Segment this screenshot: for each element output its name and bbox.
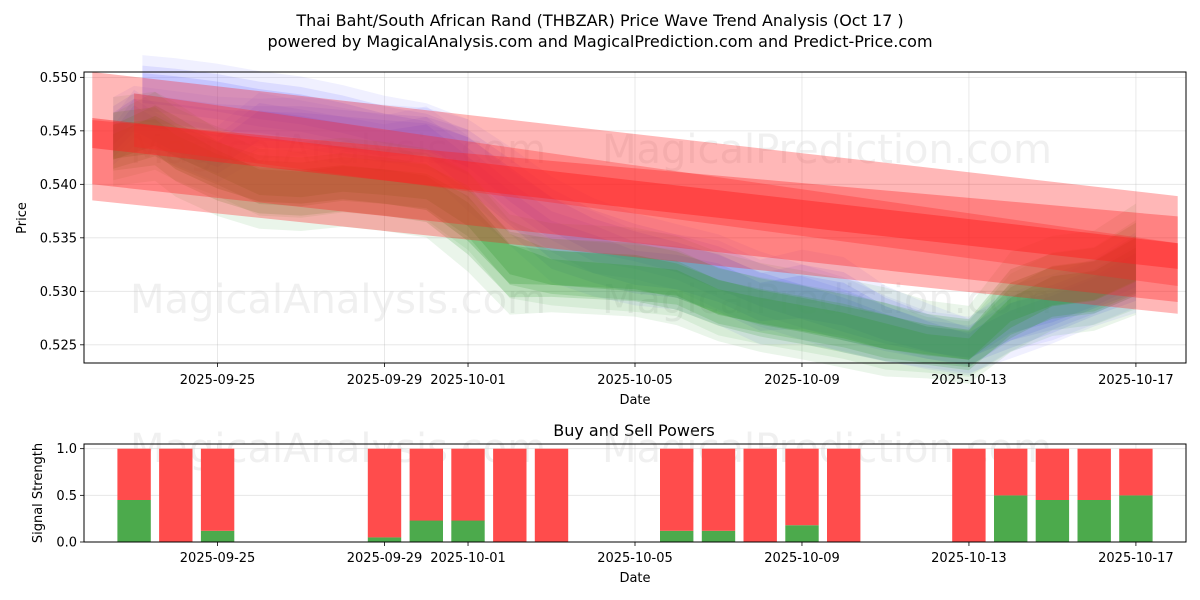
sell-bar bbox=[701, 448, 736, 531]
power-y-ticks: 0.0 0.5 1.0 bbox=[56, 442, 84, 551]
sell-bar bbox=[743, 448, 777, 542]
watermark-analysis-bottom: MagicalAnalysis.com bbox=[130, 277, 546, 323]
price-x-label: Date bbox=[619, 393, 650, 408]
blue-wave-band bbox=[113, 98, 1136, 358]
price-x-tick-label: 2025-10-17 bbox=[1098, 373, 1174, 388]
buy-bar bbox=[660, 530, 694, 542]
buy-bar bbox=[367, 537, 402, 542]
price-y-ticks: 0.525 0.530 0.535 0.540 0.545 0.550 bbox=[40, 71, 84, 353]
sell-bar bbox=[534, 448, 569, 542]
power-x-tick-label: 2025-10-17 bbox=[1098, 551, 1174, 566]
chart-title: Thai Baht/South African Rand (THBZAR) Pr… bbox=[295, 11, 903, 30]
power-title: Buy and Sell Powers bbox=[553, 421, 715, 440]
sell-bar bbox=[1035, 448, 1070, 500]
sell-bar bbox=[1077, 448, 1111, 500]
price-y-tick-label: 0.540 bbox=[40, 178, 77, 193]
price-panel: MagicalAnalysis.com MagicalPrediction.co… bbox=[15, 55, 1187, 408]
sell-bar bbox=[827, 448, 861, 542]
sell-bar bbox=[409, 448, 443, 521]
price-bands bbox=[92, 55, 1178, 384]
power-x-tick-label: 2025-09-25 bbox=[180, 551, 256, 566]
red-trend-band bbox=[92, 120, 1178, 302]
price-y-tick-label: 0.535 bbox=[40, 231, 77, 246]
watermark-prediction-top: MagicalPrediction.com bbox=[602, 127, 1052, 173]
sell-bar bbox=[1119, 448, 1153, 496]
blue-wave-band bbox=[113, 98, 1136, 367]
power-x-label: Date bbox=[619, 571, 650, 586]
power-y-tick-label: 0.0 bbox=[56, 536, 77, 551]
red-trend-band bbox=[134, 93, 1178, 287]
price-y-tick-label: 0.530 bbox=[40, 285, 77, 300]
price-x-ticks: 2025-09-25 2025-09-29 2025-10-01 2025-10-05… bbox=[180, 363, 1174, 388]
sell-bar bbox=[367, 448, 402, 538]
price-y-tick-label: 0.545 bbox=[40, 124, 77, 139]
price-y-tick-label: 0.550 bbox=[40, 71, 77, 86]
buy-bar bbox=[701, 530, 736, 542]
price-x-tick-label: 2025-10-09 bbox=[764, 373, 840, 388]
power-x-ticks: 2025-09-25 2025-09-29 2025-10-01 2025-10-05… bbox=[180, 542, 1174, 566]
price-x-tick-label: 2025-09-29 bbox=[347, 373, 423, 388]
sell-bar bbox=[660, 448, 694, 531]
green-wave-band bbox=[113, 91, 1136, 384]
price-grid bbox=[84, 72, 1186, 363]
buy-bar bbox=[1119, 495, 1153, 542]
sell-bar bbox=[451, 448, 485, 521]
buy-bar bbox=[451, 520, 485, 542]
blue-wave-band bbox=[142, 55, 468, 186]
blue-wave-band bbox=[113, 89, 1136, 376]
power-y-tick-label: 1.0 bbox=[56, 442, 77, 457]
chart-subtitle: powered by MagicalAnalysis.com and Magic… bbox=[267, 32, 932, 51]
buy-bar bbox=[994, 495, 1028, 542]
red-trend-band bbox=[92, 72, 1178, 314]
blue-wave-band bbox=[142, 73, 468, 168]
green-wave-band bbox=[113, 115, 1136, 360]
power-panel: Buy and Sell Powers MagicalAnalysis.com … bbox=[31, 421, 1187, 586]
buy-bar bbox=[117, 500, 151, 542]
green-wave-band bbox=[113, 107, 1136, 371]
blue-wave-band bbox=[113, 85, 1136, 374]
blue-wave-band bbox=[113, 93, 1136, 365]
green-wave-band bbox=[113, 119, 1136, 360]
power-bars bbox=[117, 448, 1153, 542]
price-x-tick-label: 2025-09-25 bbox=[180, 373, 256, 388]
power-y-tick-label: 0.5 bbox=[56, 489, 77, 504]
sell-bar bbox=[493, 448, 527, 542]
buy-bar bbox=[1035, 500, 1070, 542]
buy-bar bbox=[409, 520, 443, 542]
red-trend-band bbox=[92, 118, 1178, 269]
price-y-label: Price bbox=[15, 202, 30, 234]
green-wave-band bbox=[113, 91, 1136, 377]
price-plot-area bbox=[84, 72, 1186, 363]
power-x-tick-label: 2025-10-01 bbox=[430, 551, 506, 566]
watermark-analysis-top: MagicalAnalysis.com bbox=[130, 127, 546, 173]
sell-bar bbox=[159, 448, 193, 542]
sell-bar bbox=[994, 448, 1028, 496]
sell-bar bbox=[952, 448, 986, 542]
power-x-tick-label: 2025-09-29 bbox=[347, 551, 423, 566]
power-y-label: Signal Strength bbox=[31, 443, 46, 543]
power-x-tick-label: 2025-10-13 bbox=[931, 551, 1007, 566]
buy-bar bbox=[785, 525, 819, 542]
blue-wave-band bbox=[142, 65, 468, 175]
power-x-tick-label: 2025-10-05 bbox=[597, 551, 673, 566]
sell-bar bbox=[117, 448, 151, 500]
buy-bar bbox=[1077, 500, 1111, 542]
price-x-tick-label: 2025-10-13 bbox=[931, 373, 1007, 388]
sell-bar bbox=[785, 448, 819, 526]
watermark-prediction-bottom: MagicalPrediction.com bbox=[602, 277, 1052, 323]
price-x-tick-label: 2025-10-05 bbox=[597, 373, 673, 388]
sell-bar bbox=[200, 448, 235, 531]
green-wave-band bbox=[113, 105, 1136, 368]
price-x-tick-label: 2025-10-01 bbox=[430, 373, 506, 388]
power-x-tick-label: 2025-10-09 bbox=[764, 551, 840, 566]
buy-bar bbox=[200, 530, 235, 542]
price-watermarks: MagicalAnalysis.com MagicalPrediction.co… bbox=[130, 127, 1052, 323]
price-y-tick-label: 0.525 bbox=[40, 338, 77, 353]
